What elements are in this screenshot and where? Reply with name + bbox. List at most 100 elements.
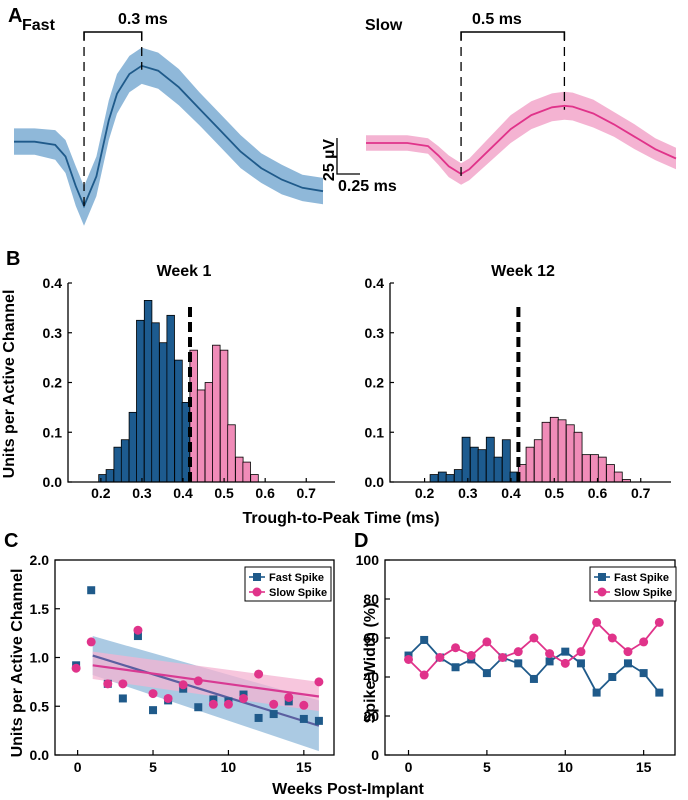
y-tick-label: 0.4 [365,275,385,291]
slow-bar [242,461,251,483]
x-tick-label: 0.2 [91,485,111,501]
fast-legend-marker [253,573,261,581]
week12-title: Week 12 [491,263,555,280]
x-tick-label: 15 [636,759,652,775]
slow-legend-marker [597,587,607,597]
slow-bar [204,382,214,483]
fast-width-point [529,674,538,683]
slow-width-point [545,649,555,659]
x-tick-label: 0.3 [458,485,478,501]
slow-bar [606,464,615,483]
fast-waveform-label: Fast [22,17,56,34]
x-tick-label: 0.6 [255,485,275,501]
slow-bar [581,454,591,483]
fast-width-point [623,659,632,668]
fast-spike-point [254,713,263,722]
fast-legend-label: Fast Spike [614,572,669,584]
fast-legend-marker [598,573,606,581]
x-tick-label: 0.7 [631,485,651,501]
slow-width-point [404,654,414,664]
x-tick-label: 0.4 [501,485,521,501]
y-tick-label: 0.3 [365,325,385,341]
slow-spike-point [193,676,203,686]
y-tick-label: 40 [363,669,379,685]
slow-width-line [407,620,661,677]
fast-bar [429,474,439,483]
x-tick-label: 0 [405,759,413,775]
slow-waveform-mean [366,104,677,176]
fast-width-point [545,657,554,666]
slow-width-point [419,670,429,680]
slow-width-point [576,647,586,657]
y-tick-label: 0.4 [43,275,63,291]
fast-width-point [561,647,570,656]
fast-waveform-band [14,47,323,226]
fast-bar [445,474,455,483]
voltage-scale-label: 25 µV [321,139,338,181]
y-tick-label: 80 [363,591,379,607]
histogram-week1: 0.2 0.3 0.4 0.5 0.6 0.7 0.0 0.1 0.2 0.3 0.4 [43,275,335,501]
x-tick-label: 10 [557,759,573,775]
y-tick-label: 100 [356,552,380,568]
fast-width-point [514,659,523,668]
slow-spike-point [118,679,128,689]
fast-duration-label: 0.3 ms [118,11,168,28]
slow-spike-point [103,679,113,689]
y-tick-label: 0.3 [43,325,63,341]
x-tick-label: 0.5 [214,485,234,501]
fast-width-point [639,669,648,678]
slow-bar [212,344,221,483]
slow-width-point [607,633,617,643]
fast-width-point [592,688,601,697]
fast-bar [159,342,168,483]
slow-bar [219,349,229,483]
x-tick-label: 5 [483,759,491,775]
y-tick-label: 1.5 [30,601,50,617]
x-tick-label: 0.2 [415,485,435,501]
x-tick-label: 0.7 [297,485,317,501]
fast-width-point [420,635,429,644]
slow-spike-point [269,699,279,709]
slow-spike-point [178,680,188,690]
slow-width-point [529,633,539,643]
time-scale-label: 0.25 ms [338,178,397,195]
hist-y-label: Units per Active Channel [1,290,18,479]
panel-label-d: D [354,530,368,552]
y-tick-label: 1.0 [30,650,50,666]
slow-duration-bracket [460,31,566,40]
fast-bar [174,359,183,483]
slow-bar [227,424,236,483]
fast-spike-point [133,632,142,641]
slow-legend-marker [252,587,262,597]
fast-bar [485,436,495,483]
y-tick-label: 0.0 [43,474,63,490]
slow-spike-point [254,669,264,679]
spike-width-plot: 0 5 10 15 0 20 40 60 80 100 Fast Spike Slow Spike [356,552,677,775]
fast-bar [461,436,471,483]
fast-bar [493,456,503,483]
fast-spike-point [87,586,96,595]
x-tick-label: 0.3 [132,485,152,501]
histogram-week12: 0.2 0.3 0.4 0.5 0.6 0.7 0.0 0.1 0.2 0.3 0.4 [365,275,671,501]
slow-legend-label: Slow Spike [269,587,327,599]
slow-bar [590,454,599,483]
slow-trend-line [92,664,320,698]
slow-bar [565,424,575,483]
slow-bar [196,389,206,483]
fast-bar [437,471,447,483]
y-tick-label: 20 [363,708,379,724]
fast-bar [453,469,463,483]
slow-bar [250,474,259,483]
x-tick-label: 0.4 [173,485,193,501]
fast-waveform-mean [14,64,324,209]
slow-width-point [639,637,649,647]
x-tick-label: 0.6 [588,485,608,501]
slow-spike-point [223,699,233,709]
slow-spike-point [284,692,294,702]
fast-bar [143,300,153,483]
slow-bar [525,446,535,483]
x-tick-label: 0 [74,759,82,775]
fast-spike-point [209,695,218,704]
fast-trend-line [92,654,320,727]
